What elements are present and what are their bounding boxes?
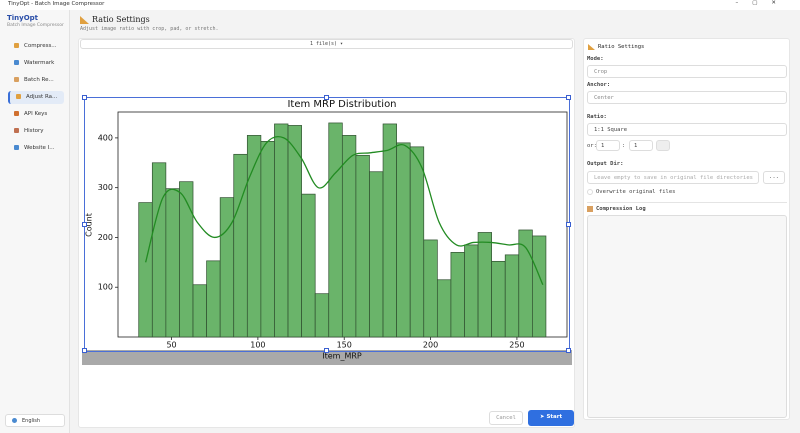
- output-label: Output Dir:: [587, 161, 624, 167]
- y-tick-label: 400: [98, 133, 113, 142]
- image-padding: [82, 350, 572, 365]
- height-spinbox[interactable]: 1: [629, 140, 653, 151]
- log-icon: [587, 206, 593, 212]
- start-button[interactable]: ➤ Start: [528, 410, 574, 426]
- bar: [301, 193, 316, 338]
- nav-icon: [14, 60, 19, 65]
- bar: [179, 181, 194, 338]
- y-axis-label: Count: [85, 213, 94, 237]
- language-selector[interactable]: English: [5, 414, 65, 427]
- nav-label: Adjust Ra...: [26, 94, 58, 100]
- settings-panel: Ratio Settings Mode: Crop Anchor: Center…: [583, 38, 790, 420]
- selection-frame[interactable]: [84, 97, 570, 352]
- title-bar: TinyOpt - Batch Image Compressor –▢✕: [0, 0, 800, 10]
- window-controls[interactable]: –▢✕: [735, 0, 790, 6]
- ratio-select[interactable]: 1:1 Square: [587, 123, 787, 136]
- nav-item[interactable]: History: [8, 125, 64, 138]
- divider: [587, 202, 787, 203]
- page-title: Ratio Settings: [92, 15, 150, 24]
- nav-label: History: [24, 128, 44, 134]
- settings-title: Ratio Settings: [598, 44, 645, 50]
- handle[interactable]: [566, 222, 571, 227]
- file-selector[interactable]: 1 file(s) ▾: [80, 39, 573, 49]
- nav-icon: [14, 111, 19, 116]
- x-tick-label: 150: [337, 341, 352, 350]
- nav-item[interactable]: Website I...: [8, 142, 64, 155]
- y-tick-label: 200: [98, 233, 113, 242]
- nav-item[interactable]: Adjust Ra...: [8, 91, 64, 104]
- window-title: TinyOpt - Batch Image Compressor: [8, 1, 105, 7]
- nav-icon: [16, 94, 21, 99]
- app-subtitle: Batch Image Compressor: [7, 23, 64, 28]
- handle[interactable]: [82, 222, 87, 227]
- nav-label: Compress...: [24, 43, 57, 49]
- sidebar: TinyOpt Batch Image Compressor Compress.…: [0, 10, 70, 433]
- x-tick-label: 250: [509, 341, 524, 350]
- anchor-select[interactable]: Center: [587, 91, 787, 104]
- handle[interactable]: [566, 95, 571, 100]
- nav-icon: [14, 145, 19, 150]
- cancel-button[interactable]: Cancel: [489, 411, 523, 425]
- nav-item[interactable]: Batch Re...: [8, 74, 64, 87]
- separator: :: [622, 143, 626, 149]
- apply-button[interactable]: [656, 140, 670, 151]
- overwrite-label: Overwrite original files: [596, 189, 676, 195]
- settings-icon: [588, 44, 595, 50]
- nav-label: Watermark: [24, 60, 55, 66]
- nav-icon: [14, 43, 19, 48]
- log-title: Compression Log: [596, 206, 646, 212]
- mode-select[interactable]: Crop: [587, 65, 787, 78]
- page-subtitle: Adjust image ratio with crop, pad, or st…: [80, 26, 219, 32]
- nav-icon: [14, 77, 19, 82]
- nav-item[interactable]: Compress...: [8, 40, 64, 53]
- handle[interactable]: [566, 348, 571, 353]
- x-tick-label: 50: [166, 341, 176, 350]
- x-axis-label: Item_MRP: [322, 352, 362, 361]
- nav-item[interactable]: Watermark: [8, 57, 64, 70]
- browse-button[interactable]: ...: [763, 171, 785, 184]
- anchor-label: Anchor:: [587, 82, 611, 88]
- handle[interactable]: [324, 348, 329, 353]
- overwrite-checkbox[interactable]: [587, 189, 593, 195]
- width-spinbox[interactable]: 1: [596, 140, 620, 151]
- start-text: Start: [546, 414, 563, 420]
- handle[interactable]: [82, 348, 87, 353]
- header-icon: [80, 16, 89, 24]
- handle[interactable]: [82, 95, 87, 100]
- nav-icon: [14, 128, 19, 133]
- chart-image: Item MRP Distribution Item_MRP Count 50 1…: [82, 95, 572, 365]
- ratio-label: Ratio:: [587, 114, 607, 120]
- file-selector-text: 1 file(s) ▾: [309, 41, 344, 47]
- mode-label: Mode:: [587, 56, 604, 62]
- output-input[interactable]: Leave empty to save in original file dir…: [587, 171, 759, 184]
- y-tick-label: 100: [98, 283, 113, 292]
- nav-item[interactable]: API Keys: [8, 108, 64, 121]
- language: English: [22, 418, 41, 424]
- y-tick-label: 300: [98, 183, 113, 192]
- x-tick-label: 100: [250, 341, 265, 350]
- app-name: TinyOpt: [7, 14, 39, 22]
- handle[interactable]: [324, 95, 329, 100]
- bar: [532, 235, 547, 338]
- x-tick-label: 200: [423, 341, 438, 350]
- nav-label: Batch Re...: [24, 77, 54, 83]
- log-area: [587, 215, 787, 418]
- custom-label: or:: [587, 143, 597, 149]
- nav-label: Website I...: [24, 145, 55, 151]
- kde-line: [145, 135, 544, 286]
- nav-label: API Keys: [24, 111, 48, 117]
- chart-title: Item MRP Distribution: [287, 99, 396, 110]
